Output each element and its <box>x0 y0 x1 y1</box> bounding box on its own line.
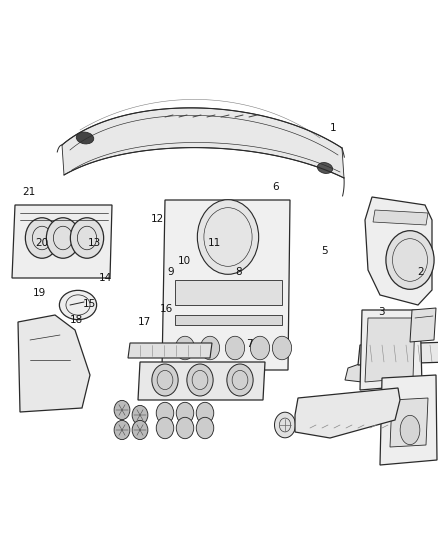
Polygon shape <box>380 375 437 465</box>
Text: 6: 6 <box>272 182 279 191</box>
Polygon shape <box>345 362 368 382</box>
Polygon shape <box>175 280 282 305</box>
Circle shape <box>152 364 178 396</box>
Polygon shape <box>18 315 90 412</box>
Circle shape <box>198 200 259 274</box>
Text: 9: 9 <box>167 267 174 277</box>
Circle shape <box>187 364 213 396</box>
Polygon shape <box>360 310 422 390</box>
Text: 16: 16 <box>160 304 173 314</box>
Text: 3: 3 <box>378 307 385 317</box>
Text: 2: 2 <box>417 267 424 277</box>
Polygon shape <box>175 315 282 325</box>
Circle shape <box>227 364 253 396</box>
Circle shape <box>251 336 270 360</box>
Text: 8: 8 <box>235 267 242 277</box>
Text: 15: 15 <box>83 299 96 309</box>
Circle shape <box>272 336 292 360</box>
Ellipse shape <box>311 415 329 429</box>
Text: 18: 18 <box>70 315 83 325</box>
Polygon shape <box>12 205 112 278</box>
Polygon shape <box>365 197 432 305</box>
Polygon shape <box>128 343 212 358</box>
Text: 20: 20 <box>35 238 48 247</box>
Circle shape <box>25 218 59 259</box>
Circle shape <box>386 231 434 289</box>
Text: 5: 5 <box>321 246 328 255</box>
Text: 10: 10 <box>177 256 191 266</box>
Ellipse shape <box>60 290 97 320</box>
Polygon shape <box>358 342 438 365</box>
Text: 17: 17 <box>138 318 151 327</box>
Ellipse shape <box>76 132 94 144</box>
Circle shape <box>114 400 130 419</box>
Circle shape <box>226 336 245 360</box>
Text: 19: 19 <box>33 288 46 298</box>
Text: 1: 1 <box>329 123 336 133</box>
Polygon shape <box>373 210 428 225</box>
Text: 13: 13 <box>88 238 101 247</box>
Circle shape <box>46 218 80 259</box>
Polygon shape <box>365 318 415 382</box>
Polygon shape <box>390 398 428 447</box>
Circle shape <box>275 412 296 438</box>
Text: 21: 21 <box>22 187 35 197</box>
Circle shape <box>196 417 214 439</box>
Text: 11: 11 <box>208 238 221 247</box>
Circle shape <box>175 336 194 360</box>
Circle shape <box>156 402 174 424</box>
Ellipse shape <box>400 415 420 445</box>
Text: 7: 7 <box>246 339 253 349</box>
Polygon shape <box>295 388 400 438</box>
Ellipse shape <box>343 415 357 425</box>
Circle shape <box>132 421 148 440</box>
Polygon shape <box>62 108 344 178</box>
Polygon shape <box>410 308 436 342</box>
Ellipse shape <box>383 378 407 395</box>
Text: 14: 14 <box>99 273 112 283</box>
Circle shape <box>176 417 194 439</box>
Circle shape <box>200 336 219 360</box>
Polygon shape <box>162 200 290 370</box>
Circle shape <box>132 406 148 425</box>
Circle shape <box>71 218 104 259</box>
Text: 12: 12 <box>151 214 164 223</box>
Circle shape <box>114 421 130 440</box>
Ellipse shape <box>318 163 332 173</box>
Circle shape <box>176 402 194 424</box>
Circle shape <box>196 402 214 424</box>
Circle shape <box>156 417 174 439</box>
Polygon shape <box>138 362 265 400</box>
